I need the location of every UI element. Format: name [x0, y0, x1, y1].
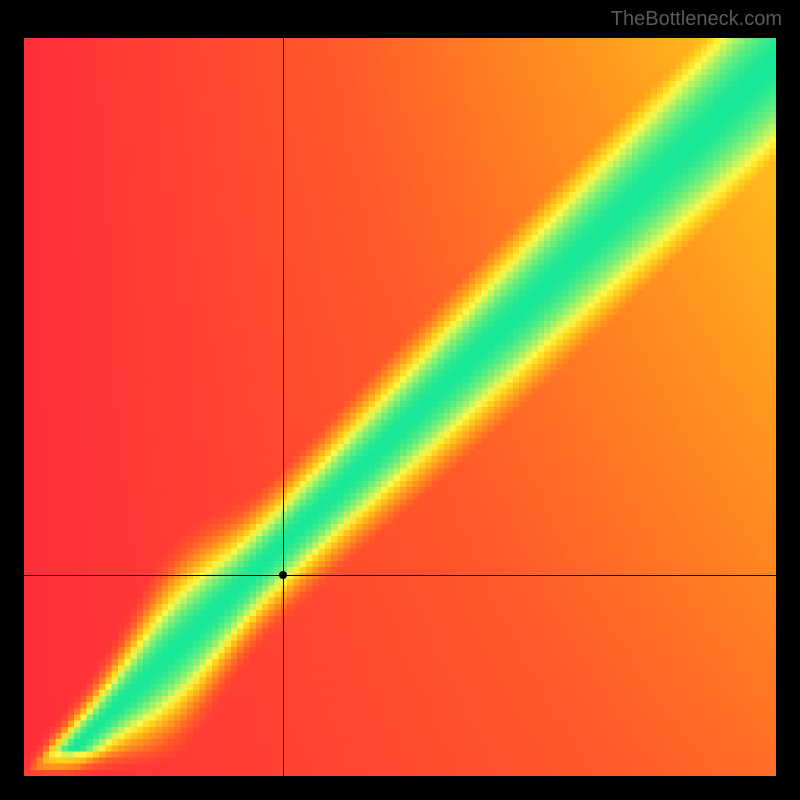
attribution-text: TheBottleneck.com — [611, 8, 782, 31]
crosshair-horizontal — [24, 575, 776, 576]
crosshair-vertical — [283, 38, 284, 776]
heatmap-canvas — [24, 38, 776, 776]
heatmap-plot — [24, 38, 776, 776]
marker-dot — [279, 571, 287, 579]
